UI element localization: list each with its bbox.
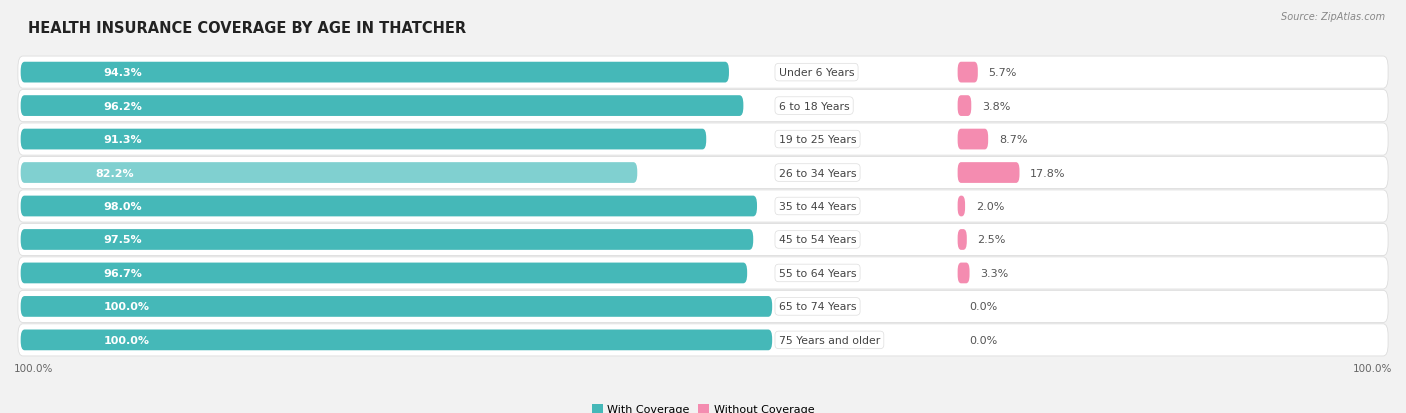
Text: 6 to 18 Years: 6 to 18 Years xyxy=(779,101,849,112)
FancyBboxPatch shape xyxy=(957,263,970,284)
Text: 94.3%: 94.3% xyxy=(104,68,142,78)
Text: 100.0%: 100.0% xyxy=(1353,363,1392,373)
FancyBboxPatch shape xyxy=(957,63,977,83)
Text: 97.5%: 97.5% xyxy=(104,235,142,245)
Text: 0.0%: 0.0% xyxy=(969,335,997,345)
Text: 45 to 54 Years: 45 to 54 Years xyxy=(779,235,856,245)
Text: 8.7%: 8.7% xyxy=(998,135,1028,145)
FancyBboxPatch shape xyxy=(957,196,965,217)
FancyBboxPatch shape xyxy=(21,263,747,284)
Text: 19 to 25 Years: 19 to 25 Years xyxy=(779,135,856,145)
Text: 82.2%: 82.2% xyxy=(96,168,135,178)
Text: 5.7%: 5.7% xyxy=(988,68,1017,78)
Text: 17.8%: 17.8% xyxy=(1031,168,1066,178)
Text: 91.3%: 91.3% xyxy=(104,135,142,145)
Text: 96.2%: 96.2% xyxy=(104,101,142,112)
Text: 3.3%: 3.3% xyxy=(980,268,1008,278)
FancyBboxPatch shape xyxy=(957,129,988,150)
FancyBboxPatch shape xyxy=(21,63,728,83)
Text: HEALTH INSURANCE COVERAGE BY AGE IN THATCHER: HEALTH INSURANCE COVERAGE BY AGE IN THAT… xyxy=(28,21,467,36)
FancyBboxPatch shape xyxy=(21,129,706,150)
FancyBboxPatch shape xyxy=(18,190,1388,223)
FancyBboxPatch shape xyxy=(18,224,1388,256)
FancyBboxPatch shape xyxy=(18,57,1388,89)
Text: 3.8%: 3.8% xyxy=(981,101,1011,112)
FancyBboxPatch shape xyxy=(957,163,1019,183)
Text: 35 to 44 Years: 35 to 44 Years xyxy=(779,202,856,211)
FancyBboxPatch shape xyxy=(18,157,1388,189)
FancyBboxPatch shape xyxy=(21,163,637,183)
FancyBboxPatch shape xyxy=(18,324,1388,356)
FancyBboxPatch shape xyxy=(21,196,756,217)
FancyBboxPatch shape xyxy=(21,230,754,250)
FancyBboxPatch shape xyxy=(18,90,1388,122)
Text: Under 6 Years: Under 6 Years xyxy=(779,68,855,78)
Text: 55 to 64 Years: 55 to 64 Years xyxy=(779,268,856,278)
FancyBboxPatch shape xyxy=(18,257,1388,290)
Text: 100.0%: 100.0% xyxy=(14,363,53,373)
FancyBboxPatch shape xyxy=(957,96,972,117)
Text: 2.5%: 2.5% xyxy=(977,235,1005,245)
Text: 0.0%: 0.0% xyxy=(969,301,997,312)
Text: 100.0%: 100.0% xyxy=(104,301,149,312)
FancyBboxPatch shape xyxy=(21,330,772,350)
FancyBboxPatch shape xyxy=(21,296,772,317)
Text: 75 Years and older: 75 Years and older xyxy=(779,335,880,345)
Text: 26 to 34 Years: 26 to 34 Years xyxy=(779,168,856,178)
FancyBboxPatch shape xyxy=(21,96,744,117)
Text: Source: ZipAtlas.com: Source: ZipAtlas.com xyxy=(1281,12,1385,22)
FancyBboxPatch shape xyxy=(957,230,967,250)
FancyBboxPatch shape xyxy=(18,123,1388,156)
FancyBboxPatch shape xyxy=(18,291,1388,323)
Legend: With Coverage, Without Coverage: With Coverage, Without Coverage xyxy=(592,404,814,413)
Text: 2.0%: 2.0% xyxy=(976,202,1004,211)
Text: 96.7%: 96.7% xyxy=(104,268,142,278)
Text: 100.0%: 100.0% xyxy=(104,335,149,345)
Text: 65 to 74 Years: 65 to 74 Years xyxy=(779,301,856,312)
Text: 98.0%: 98.0% xyxy=(104,202,142,211)
